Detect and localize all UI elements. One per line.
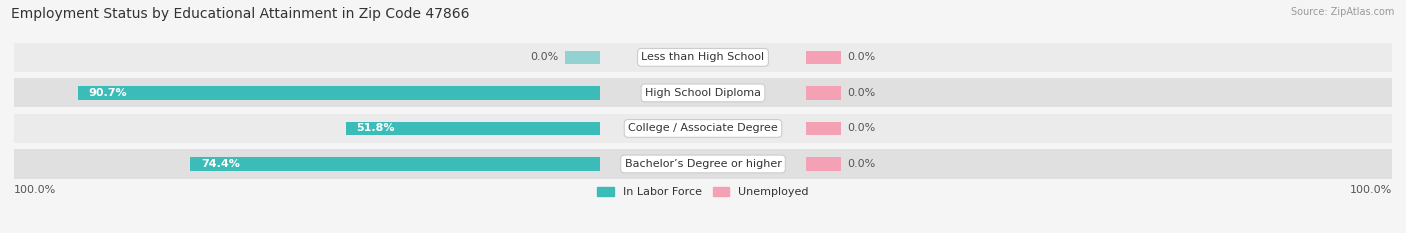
Text: 0.0%: 0.0% — [848, 123, 876, 134]
Bar — [14, 78, 1392, 107]
Text: 0.0%: 0.0% — [848, 159, 876, 169]
Text: Bachelor’s Degree or higher: Bachelor’s Degree or higher — [624, 159, 782, 169]
Bar — [807, 157, 841, 171]
Text: Source: ZipAtlas.com: Source: ZipAtlas.com — [1291, 7, 1395, 17]
Legend: In Labor Force, Unemployed: In Labor Force, Unemployed — [593, 182, 813, 202]
Text: 0.0%: 0.0% — [530, 52, 558, 62]
Text: 100.0%: 100.0% — [14, 185, 56, 195]
Bar — [79, 86, 599, 100]
Bar — [190, 157, 599, 171]
Text: 90.7%: 90.7% — [89, 88, 127, 98]
Text: 100.0%: 100.0% — [1350, 185, 1392, 195]
Text: 74.4%: 74.4% — [201, 159, 239, 169]
Text: 0.0%: 0.0% — [848, 52, 876, 62]
Text: High School Diploma: High School Diploma — [645, 88, 761, 98]
Bar — [565, 51, 599, 64]
Bar — [807, 122, 841, 135]
Bar — [14, 149, 1392, 178]
Bar — [346, 122, 599, 135]
Text: 0.0%: 0.0% — [848, 88, 876, 98]
Text: 51.8%: 51.8% — [357, 123, 395, 134]
Bar — [807, 86, 841, 100]
Bar — [14, 43, 1392, 72]
Text: College / Associate Degree: College / Associate Degree — [628, 123, 778, 134]
Text: Employment Status by Educational Attainment in Zip Code 47866: Employment Status by Educational Attainm… — [11, 7, 470, 21]
Bar — [14, 114, 1392, 143]
Text: Less than High School: Less than High School — [641, 52, 765, 62]
Bar — [807, 51, 841, 64]
